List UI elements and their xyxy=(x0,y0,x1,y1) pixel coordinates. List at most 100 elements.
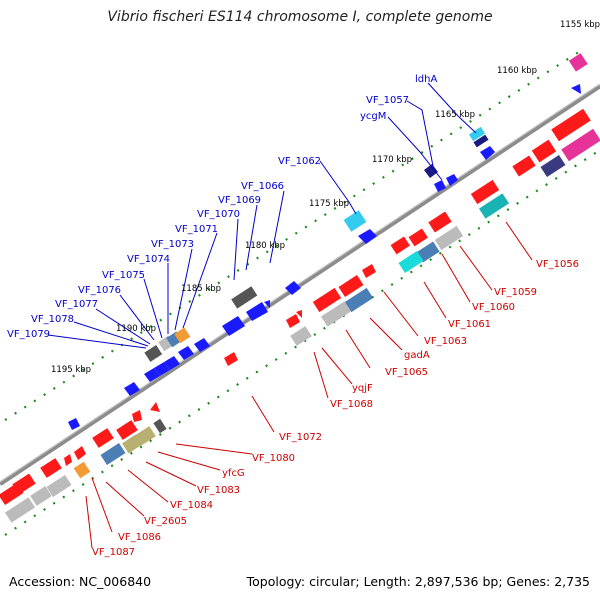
gene-label[interactable]: VF_1065 xyxy=(385,367,428,378)
gene-label[interactable]: VF_1071 xyxy=(175,224,218,235)
gene-reverse[interactable] xyxy=(470,179,500,205)
gene-forward[interactable] xyxy=(343,210,367,232)
gene-label[interactable]: VF_1069 xyxy=(218,195,261,206)
gene-forward[interactable] xyxy=(68,418,80,430)
gene-forward[interactable] xyxy=(480,146,495,160)
gene-reverse[interactable] xyxy=(434,225,464,251)
gene-reverse[interactable] xyxy=(320,301,352,327)
gene-forward[interactable] xyxy=(434,180,446,192)
gene-reverse[interactable] xyxy=(46,474,72,498)
gene-label[interactable]: ldhA xyxy=(415,74,437,85)
gene-label[interactable]: VF_1087 xyxy=(92,547,135,558)
chromosome-backbone xyxy=(0,84,600,486)
gene-label[interactable]: VF_1075 xyxy=(102,270,145,281)
gene-reverse[interactable] xyxy=(132,410,142,422)
leader-VF_1077 xyxy=(95,308,151,345)
gene-reverse[interactable] xyxy=(390,236,410,255)
gene-reverse[interactable] xyxy=(150,402,160,412)
gene-reverse[interactable] xyxy=(74,446,86,460)
gene-reverse[interactable] xyxy=(100,442,126,466)
gene-reverse[interactable] xyxy=(290,326,312,346)
gene-reverse[interactable] xyxy=(4,497,36,523)
leader-VF_1057 xyxy=(406,100,434,167)
gene-reverse[interactable] xyxy=(40,458,62,478)
gene-label[interactable]: ycgM xyxy=(360,111,386,122)
gene-reverse[interactable] xyxy=(398,250,424,274)
gene-label[interactable]: VF_1056 xyxy=(536,259,579,270)
gene-reverse[interactable] xyxy=(416,241,440,263)
gene-forward[interactable] xyxy=(285,281,301,295)
gene-forward[interactable] xyxy=(446,174,458,186)
gene-label[interactable]: gadA xyxy=(404,350,430,361)
gene-reverse[interactable] xyxy=(512,155,536,177)
gene-label[interactable]: VF_1084 xyxy=(170,500,213,511)
gene-reverse[interactable] xyxy=(153,418,167,434)
gene-label[interactable]: VF_1072 xyxy=(279,432,322,443)
gene-reverse[interactable] xyxy=(92,428,114,448)
gene-reverse[interactable] xyxy=(561,128,600,162)
gene-label[interactable]: VF_1066 xyxy=(241,181,284,192)
gene-label[interactable]: VF_1061 xyxy=(448,319,491,330)
gene-forward[interactable] xyxy=(246,302,268,321)
gene-forward[interactable] xyxy=(358,229,377,244)
gene-forward[interactable] xyxy=(144,368,160,382)
gene-reverse[interactable] xyxy=(312,287,342,313)
gene-label[interactable]: VF_1062 xyxy=(278,156,321,167)
gene-label[interactable]: VF_1074 xyxy=(127,254,170,265)
gene-reverse[interactable] xyxy=(134,426,156,446)
gene-reverse[interactable] xyxy=(408,228,428,247)
gene-reverse[interactable] xyxy=(73,461,91,479)
gene-reverse[interactable] xyxy=(551,108,591,142)
gene-forward[interactable] xyxy=(194,338,210,352)
gene-reverse[interactable] xyxy=(296,310,302,318)
gene-forward[interactable] xyxy=(154,362,170,376)
gene-label[interactable]: yqjF xyxy=(352,383,373,394)
gene-forward[interactable] xyxy=(178,346,194,360)
gene-label[interactable]: VF_1068 xyxy=(330,399,373,410)
gene-reverse[interactable] xyxy=(338,274,364,298)
gene-label[interactable]: VF_1083 xyxy=(197,485,240,496)
gene-reverse[interactable] xyxy=(0,482,24,506)
gene-reverse[interactable] xyxy=(286,314,300,328)
gene-label[interactable]: yfcG xyxy=(222,468,245,479)
gene-label[interactable]: VF_1080 xyxy=(252,453,295,464)
gene-label[interactable]: VF_2605 xyxy=(144,516,187,527)
gene-reverse[interactable] xyxy=(344,287,374,313)
gene-reverse[interactable] xyxy=(122,434,142,454)
genome-summary-text: Topology: circular; Length: 2,897,536 bp… xyxy=(246,574,590,589)
gene-reverse[interactable] xyxy=(224,352,238,366)
gene-forward[interactable] xyxy=(124,382,140,396)
gene-label[interactable]: VF_1077 xyxy=(55,299,98,310)
gene-forward[interactable] xyxy=(468,126,486,142)
gene-reverse[interactable] xyxy=(531,139,557,163)
gene-label[interactable]: VF_1060 xyxy=(472,302,515,313)
gene-forward[interactable] xyxy=(144,344,163,362)
gene-forward[interactable] xyxy=(264,300,270,308)
gene-label[interactable]: VF_1059 xyxy=(494,287,537,298)
gene-reverse[interactable] xyxy=(64,454,72,466)
gene-reverse[interactable] xyxy=(30,486,52,506)
gene-label[interactable]: VF_1073 xyxy=(151,239,194,250)
gene-reverse[interactable] xyxy=(116,420,138,440)
gene-forward[interactable] xyxy=(222,316,245,336)
gene-forward[interactable] xyxy=(164,356,180,370)
gene-forward[interactable] xyxy=(174,327,191,344)
leader-VF_1086 xyxy=(91,477,113,533)
gene-label[interactable]: VF_1070 xyxy=(197,209,240,220)
gene-reverse[interactable] xyxy=(428,211,452,233)
gene-label[interactable]: VF_1086 xyxy=(118,532,161,543)
gene-label[interactable]: VF_1057 xyxy=(366,95,409,106)
gene-label[interactable]: VF_1063 xyxy=(424,336,467,347)
gene-forward[interactable] xyxy=(571,84,581,94)
gene-forward[interactable] xyxy=(424,164,438,178)
gene-reverse[interactable] xyxy=(362,264,376,278)
gene-reverse[interactable] xyxy=(478,193,510,219)
gene-label[interactable]: VF_1078 xyxy=(31,314,74,325)
gene-forward[interactable] xyxy=(473,134,489,148)
gene-label[interactable]: VF_1076 xyxy=(78,285,121,296)
gene-forward[interactable] xyxy=(568,53,588,72)
gene-forward[interactable] xyxy=(231,286,258,309)
gene-label[interactable]: VF_1079 xyxy=(7,329,50,340)
leader-VF_1072 xyxy=(251,395,275,433)
gene-reverse[interactable] xyxy=(540,154,566,178)
